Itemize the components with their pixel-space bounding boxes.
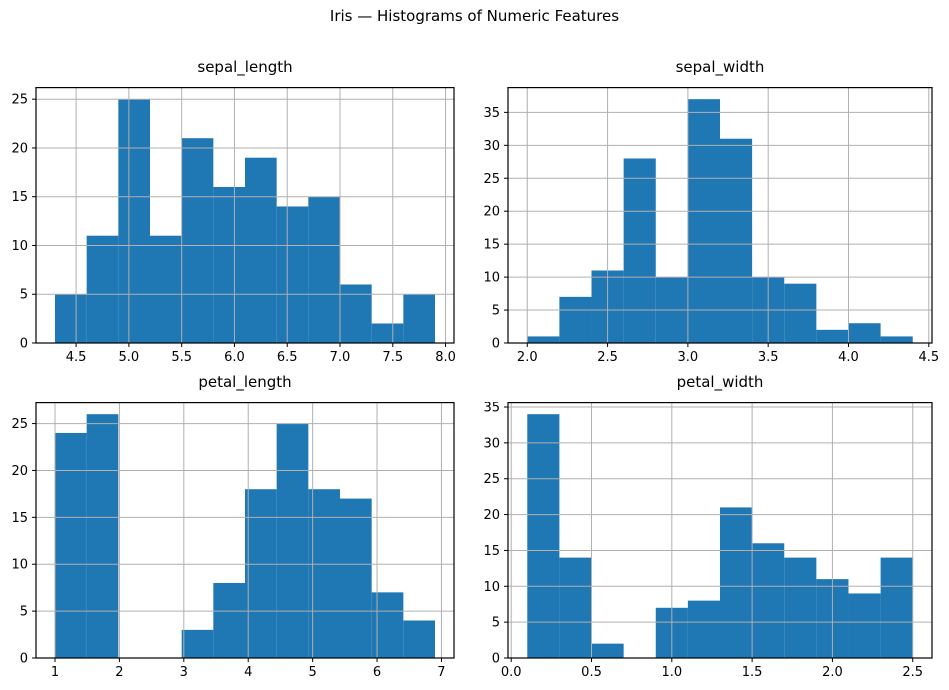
subplot-sepal-width: sepal_width 2.0 2.5 3.0 3.5 4.0 4.5 0 5 10 15 20 25… <box>448 57 949 377</box>
svg-text:20: 20 <box>11 464 28 479</box>
svg-text:5: 5 <box>308 665 316 680</box>
svg-text:4.5: 4.5 <box>66 350 87 365</box>
svg-text:7: 7 <box>437 665 445 680</box>
svg-text:1.5: 1.5 <box>742 665 763 680</box>
svg-text:2.5: 2.5 <box>597 350 618 365</box>
subplot-petal-length: petal_length 1 2 3 4 5 6 7 0 5 10 15 20 25 <box>0 372 478 690</box>
svg-text:10: 10 <box>483 271 500 286</box>
svg-text:7.5: 7.5 <box>382 350 403 365</box>
subplot-petal-width: petal_width 0.0 0.5 1.0 1.5 2.0 2.5 0 5 10 15 20 25… <box>448 372 949 690</box>
svg-text:15: 15 <box>11 511 28 526</box>
svg-text:30: 30 <box>483 436 500 451</box>
svg-text:35: 35 <box>483 402 500 416</box>
histogram-petal-width: 0.0 0.5 1.0 1.5 2.0 2.5 0 5 10 15 20 25 30 35 <box>483 402 933 680</box>
svg-text:25: 25 <box>483 472 500 487</box>
svg-text:6: 6 <box>373 665 381 680</box>
svg-text:6.0: 6.0 <box>224 350 245 365</box>
subplot-title: petal_length <box>198 373 292 391</box>
svg-text:0.0: 0.0 <box>501 665 522 680</box>
subplot-title: petal_width <box>676 373 764 391</box>
svg-text:1.0: 1.0 <box>661 665 682 680</box>
svg-text:0: 0 <box>492 337 500 352</box>
svg-text:1: 1 <box>51 665 59 680</box>
svg-text:5: 5 <box>20 605 28 620</box>
svg-text:25: 25 <box>11 93 28 108</box>
svg-text:35: 35 <box>483 106 500 121</box>
svg-text:3.5: 3.5 <box>758 350 779 365</box>
histogram-petal-length: 1 2 3 4 5 6 7 0 5 10 15 20 25 <box>11 402 455 680</box>
svg-text:2.0: 2.0 <box>517 350 538 365</box>
svg-text:15: 15 <box>483 238 500 253</box>
svg-text:25: 25 <box>11 417 28 432</box>
svg-text:0: 0 <box>492 652 500 667</box>
svg-text:20: 20 <box>483 205 500 220</box>
svg-text:5.5: 5.5 <box>171 350 192 365</box>
svg-text:10: 10 <box>11 239 28 254</box>
subplot-title: sepal_width <box>675 58 765 76</box>
svg-text:4.0: 4.0 <box>838 350 859 365</box>
histogram-sepal-width: 2.0 2.5 3.0 3.5 4.0 4.5 0 5 10 15 20 25 30 35 <box>483 87 939 365</box>
svg-text:6.5: 6.5 <box>277 350 298 365</box>
svg-text:0.5: 0.5 <box>581 665 602 680</box>
svg-text:3.0: 3.0 <box>678 350 699 365</box>
svg-text:15: 15 <box>11 190 28 205</box>
svg-text:15: 15 <box>483 544 500 559</box>
svg-text:20: 20 <box>11 141 28 156</box>
svg-text:5: 5 <box>492 616 500 631</box>
svg-text:0: 0 <box>20 652 28 667</box>
subplot-title: sepal_length <box>197 58 293 76</box>
svg-text:2.5: 2.5 <box>902 665 923 680</box>
svg-text:0: 0 <box>20 337 28 352</box>
subplot-sepal-length: sepal_length 4.5 5.0 5.5 6.0 6.5 7.0 7.5 8.0 0 5 1… <box>0 57 478 377</box>
svg-text:8.0: 8.0 <box>435 350 456 365</box>
svg-text:10: 10 <box>11 558 28 573</box>
svg-text:2: 2 <box>115 665 123 680</box>
histogram-sepal-length: 4.5 5.0 5.5 6.0 6.5 7.0 7.5 8.0 0 5 10 15 20 25 <box>11 87 456 365</box>
svg-text:2.0: 2.0 <box>822 665 843 680</box>
svg-text:20: 20 <box>483 508 500 523</box>
svg-text:4.5: 4.5 <box>918 350 939 365</box>
svg-text:25: 25 <box>483 172 500 187</box>
svg-text:5: 5 <box>20 288 28 303</box>
figure-title: Iris — Histograms of Numeric Features <box>329 7 620 25</box>
svg-text:30: 30 <box>483 139 500 154</box>
svg-text:5: 5 <box>492 304 500 319</box>
svg-text:5.0: 5.0 <box>119 350 140 365</box>
svg-text:7.0: 7.0 <box>330 350 351 365</box>
svg-text:4: 4 <box>244 665 252 680</box>
svg-text:10: 10 <box>483 580 500 595</box>
svg-text:3: 3 <box>180 665 188 680</box>
